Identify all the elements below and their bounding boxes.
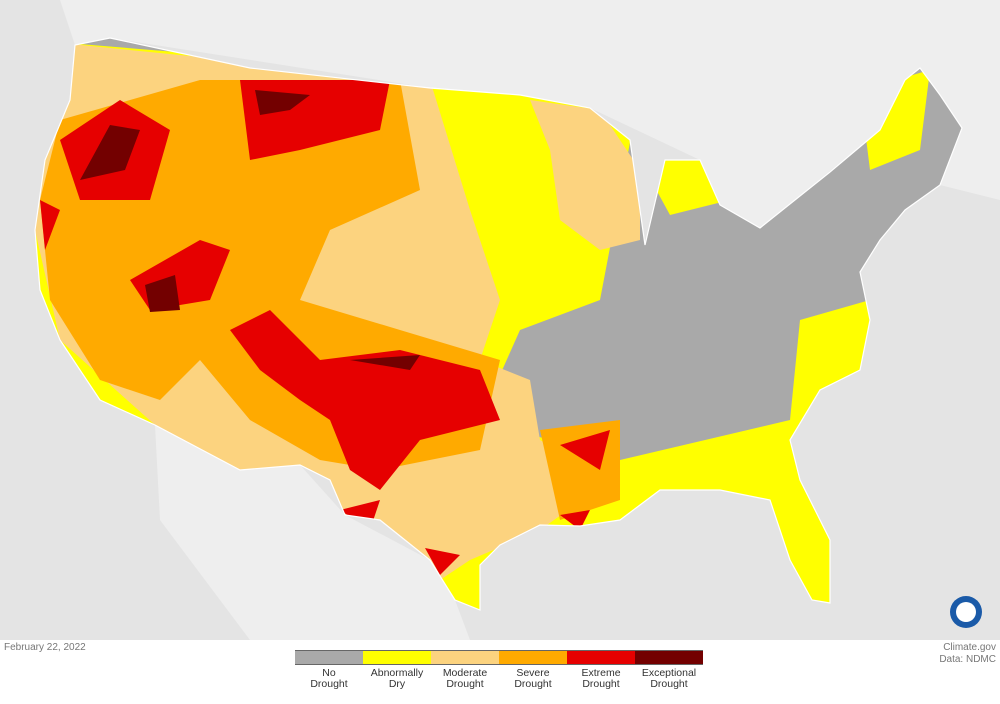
legend-item: Abnormally Dry (363, 650, 431, 692)
credits: Climate.gov Data: NDMC (939, 642, 996, 666)
legend-swatch (567, 650, 635, 665)
date: February 22, 2022 (4, 642, 86, 653)
mexico (155, 425, 470, 640)
area (530, 100, 640, 250)
legend-item: Extreme Drought (567, 650, 635, 692)
legend-swatch (499, 650, 567, 665)
legend-label: Severe Drought (514, 667, 552, 690)
legend-swatch (635, 650, 703, 665)
legend-item: Exceptional Drought (635, 650, 703, 692)
legend-label: Moderate Drought (442, 667, 488, 690)
legend-item: Severe Drought (499, 650, 567, 692)
area (40, 80, 610, 575)
legend-label: Abnormally Dry (370, 667, 424, 690)
credit: Data: NDMC (939, 654, 996, 665)
legend-swatch (431, 650, 499, 665)
legend-item: No Drought (295, 650, 363, 692)
canada (60, 0, 1000, 228)
legend-item: Moderate Drought (431, 650, 499, 692)
legend-swatch (295, 650, 363, 665)
legend-label: Extreme Drought (581, 667, 621, 690)
credit: Climate.gov (943, 642, 996, 653)
legend: No Drought Abnormally Dry Moderate Drought… (295, 650, 703, 692)
noaa-logo-inner (956, 602, 976, 622)
legend-label: Exceptional Drought (641, 667, 697, 690)
drought-map (0, 0, 1000, 640)
legend-label: No Drought (310, 667, 348, 690)
legend-swatch (363, 650, 431, 665)
area (80, 90, 420, 370)
